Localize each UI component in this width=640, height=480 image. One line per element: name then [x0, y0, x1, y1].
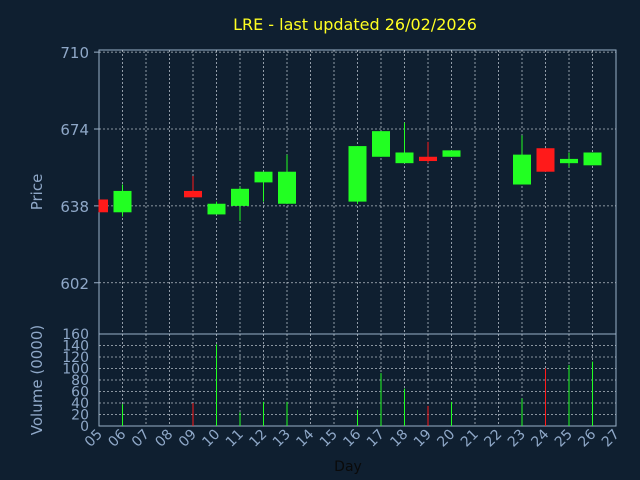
- candlestick-series: [98, 122, 602, 221]
- volume-tick-label: 20: [71, 408, 89, 424]
- candle-body: [536, 148, 555, 172]
- candle: [560, 152, 578, 168]
- candle-body: [513, 154, 531, 185]
- candle: [395, 122, 414, 164]
- candle-body: [395, 152, 414, 164]
- candle: [583, 152, 602, 166]
- candle: [536, 148, 555, 172]
- candle: [372, 131, 390, 157]
- candle: [348, 146, 367, 204]
- volume-tick-label: 80: [71, 373, 89, 389]
- candle-body: [254, 171, 273, 183]
- candle-body: [113, 190, 132, 213]
- candle-body: [231, 188, 249, 206]
- price-tick-label: 674: [60, 121, 89, 139]
- candle-body: [278, 171, 296, 204]
- volume-tick-label: 100: [62, 362, 89, 378]
- price-tick-label: 638: [60, 198, 89, 216]
- volume-series: [122, 344, 593, 426]
- chart-title: LRE - last updated 26/02/2026: [233, 15, 477, 34]
- volume-tick-label: 160: [62, 327, 89, 343]
- price-y-axis-ticks: 602 638 674 710: [60, 44, 99, 293]
- x-axis-label: Day: [334, 459, 362, 475]
- candle-body: [442, 150, 461, 157]
- candle: [278, 154, 296, 204]
- candle: [207, 201, 226, 215]
- candle: [98, 199, 108, 213]
- price-axis-label: Price: [28, 174, 46, 211]
- price-tick-label: 710: [60, 44, 89, 62]
- candle: [113, 184, 132, 217]
- volume-tick-label: 0: [80, 419, 89, 435]
- candle-body: [348, 146, 367, 202]
- candle-body: [99, 199, 108, 213]
- candle-body: [184, 190, 202, 198]
- candle: [419, 141, 437, 164]
- candle-body: [419, 156, 437, 162]
- candle-body: [560, 158, 578, 164]
- candle: [184, 175, 202, 198]
- volume-axis-label: Volume (0000): [28, 325, 46, 435]
- x-axis-ticks: 05 06 07 08 09 10 11 12 13 14 15 16 17 18 19 20 21 22 23 24…: [82, 426, 623, 450]
- candle-body: [372, 131, 390, 157]
- candle: [442, 150, 461, 157]
- candle-body: [207, 203, 226, 215]
- candle: [254, 171, 273, 202]
- volume-tick-label: 40: [71, 396, 89, 412]
- candle-body: [583, 152, 602, 166]
- candle: [231, 186, 249, 221]
- volume-tick-label: 140: [62, 339, 89, 355]
- volume-tick-label: 120: [62, 350, 89, 366]
- candle: [513, 135, 531, 185]
- price-tick-label: 602: [60, 275, 89, 293]
- volume-tick-label: 60: [71, 385, 89, 401]
- price-panel: 602 638 674 710 Price: [28, 44, 617, 335]
